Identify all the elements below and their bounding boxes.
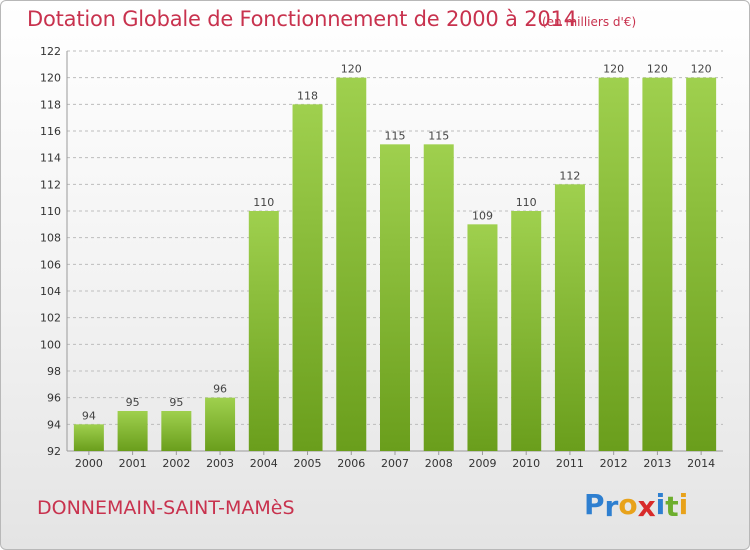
bar-2013 xyxy=(642,77,673,452)
x-tick-label: 2009 xyxy=(468,457,496,470)
y-tick-label: 106 xyxy=(40,258,61,271)
bar-2009 xyxy=(467,224,498,451)
logo-letter: o xyxy=(618,488,638,521)
x-tick-label: 2003 xyxy=(206,457,234,470)
bar-2012 xyxy=(598,77,629,452)
data-label: 110 xyxy=(253,196,274,209)
y-tick-label: 100 xyxy=(40,338,61,351)
data-label: 120 xyxy=(603,63,624,76)
y-tick-label: 94 xyxy=(47,418,61,431)
bar-2006 xyxy=(336,77,367,452)
logo-letter: r xyxy=(604,490,619,523)
x-tick-label: 2010 xyxy=(512,457,540,470)
data-label: 120 xyxy=(647,63,668,76)
x-tick-label: 2012 xyxy=(600,457,628,470)
x-tick-label: 2008 xyxy=(425,457,453,470)
x-tick-label: 2002 xyxy=(162,457,190,470)
logo-letter: i xyxy=(655,488,666,521)
data-label: 95 xyxy=(126,396,140,409)
bar-2002 xyxy=(161,411,192,451)
commune-name: DONNEMAIN-SAINT-MAMèS xyxy=(37,497,295,519)
y-tick-label: 116 xyxy=(40,125,61,138)
y-tick-label: 104 xyxy=(40,285,61,298)
bar-2011 xyxy=(554,184,585,452)
bar-2007 xyxy=(380,144,410,452)
data-label: 118 xyxy=(297,89,318,102)
x-tick-label: 2011 xyxy=(556,457,584,470)
data-label: 120 xyxy=(341,63,362,76)
y-tick-label: 118 xyxy=(40,98,61,111)
y-tick-label: 122 xyxy=(40,45,61,58)
y-tick-label: 92 xyxy=(47,445,61,458)
x-tick-label: 2007 xyxy=(381,457,409,470)
data-label: 96 xyxy=(213,383,227,396)
bar-2001 xyxy=(117,411,148,451)
bar-2005 xyxy=(292,104,323,451)
data-label: 115 xyxy=(385,129,406,142)
bar-2000 xyxy=(73,424,104,451)
bar-2004 xyxy=(248,211,279,451)
x-tick-label: 2014 xyxy=(687,457,715,470)
y-tick-label: 102 xyxy=(40,312,61,325)
chart-title: Dotation Globale de Fonctionnement de 20… xyxy=(27,7,577,31)
y-tick-label: 112 xyxy=(40,178,61,191)
logo-letter: x xyxy=(637,490,656,523)
logo-letter: t xyxy=(665,490,679,523)
data-label: 112 xyxy=(559,169,580,182)
y-tick-label: 110 xyxy=(40,205,61,218)
data-label: 94 xyxy=(82,409,96,422)
logo-letter: P xyxy=(584,488,605,521)
y-tick-label: 114 xyxy=(40,152,61,165)
chart-subtitle: (en milliers d'€) xyxy=(542,15,637,29)
data-label: 120 xyxy=(691,63,712,76)
data-label: 115 xyxy=(428,129,449,142)
proxiti-logo: Proxiti xyxy=(584,488,689,523)
bar-2008 xyxy=(423,144,454,452)
x-tick-label: 2004 xyxy=(250,457,278,470)
data-label: 110 xyxy=(516,196,537,209)
bar-2014 xyxy=(686,77,717,452)
x-tick-label: 2006 xyxy=(337,457,365,470)
x-tick-label: 2013 xyxy=(643,457,671,470)
x-tick-label: 2001 xyxy=(119,457,147,470)
bar-2003 xyxy=(205,397,236,451)
y-tick-label: 120 xyxy=(40,72,61,85)
bar-2010 xyxy=(511,211,542,451)
y-tick-label: 98 xyxy=(47,365,61,378)
x-tick-label: 2005 xyxy=(294,457,322,470)
data-label: 95 xyxy=(169,396,183,409)
logo-letter: i xyxy=(678,488,689,521)
x-tick-label: 2000 xyxy=(75,457,103,470)
y-tick-label: 108 xyxy=(40,232,61,245)
data-label: 109 xyxy=(472,209,493,222)
y-tick-label: 96 xyxy=(47,392,61,405)
